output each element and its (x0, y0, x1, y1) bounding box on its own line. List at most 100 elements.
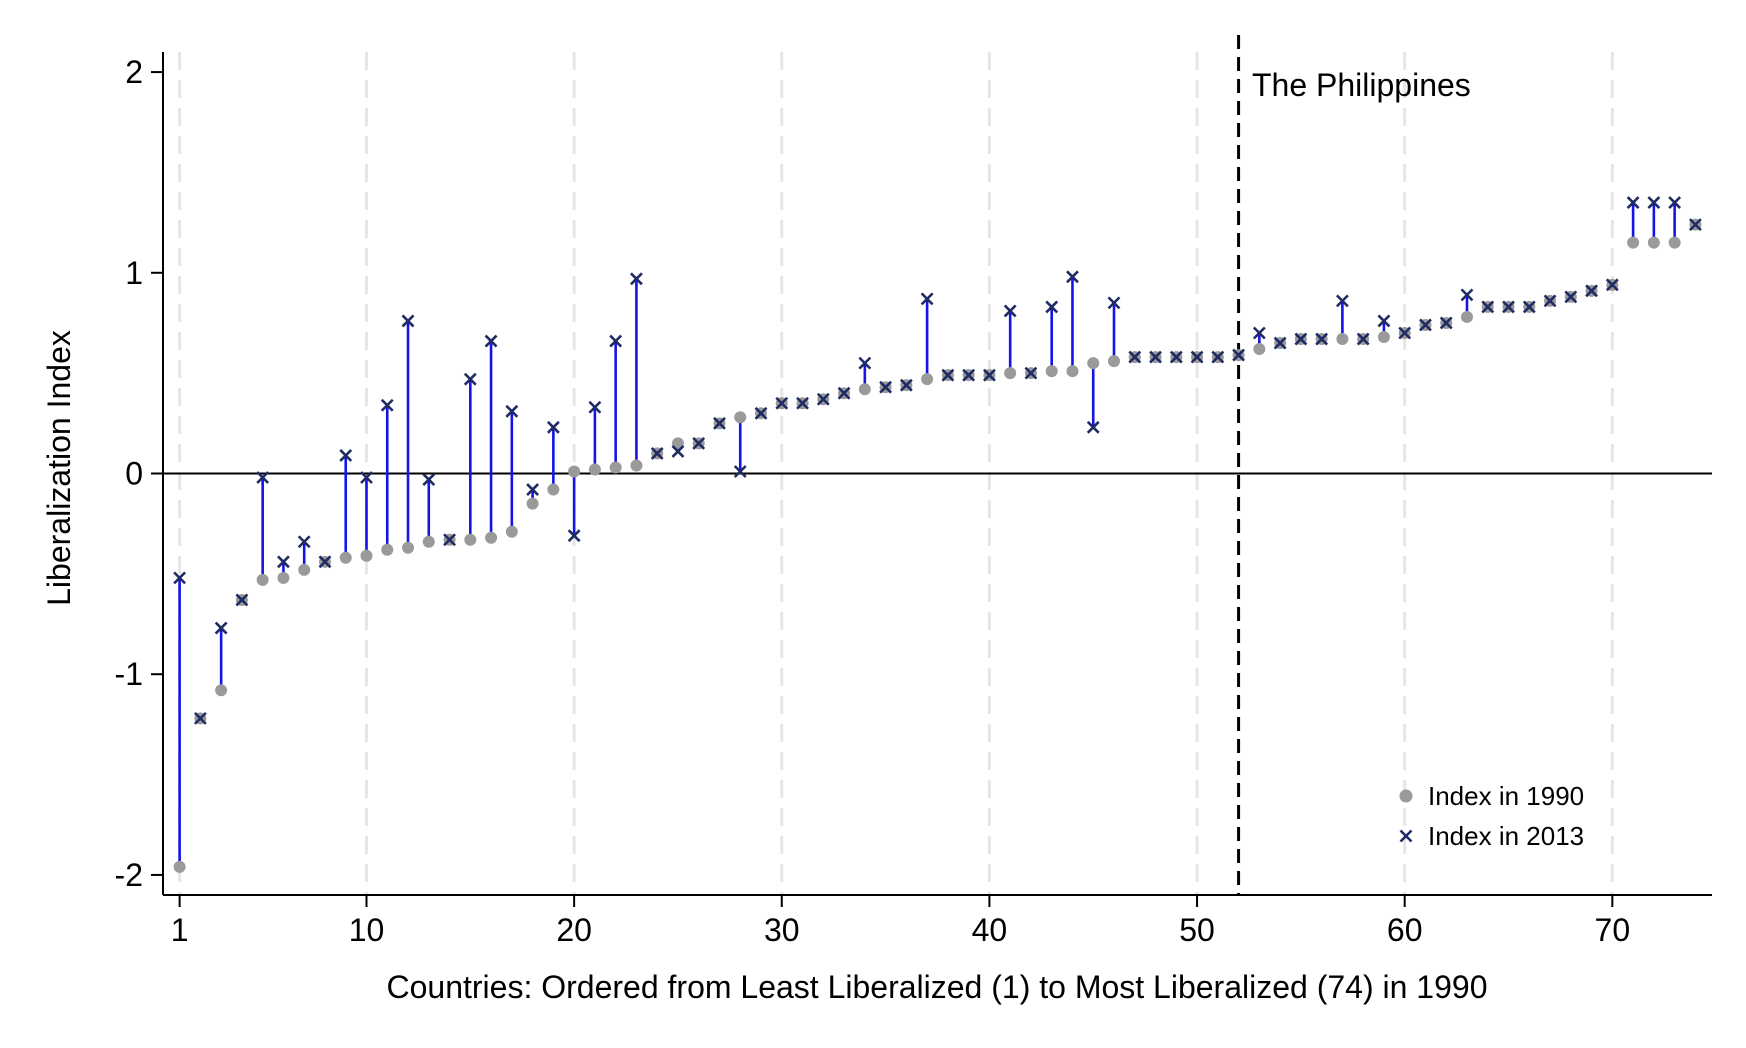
point-2013 (1481, 300, 1495, 314)
x-tick-layer: 1 10 20 30 40 50 60 70 (171, 895, 1630, 948)
point-1990 (464, 533, 477, 546)
x-stroke (1315, 332, 1329, 346)
x-stroke (650, 447, 664, 460)
point-2013 (941, 368, 955, 382)
point-2013 (318, 555, 332, 569)
x-stroke (173, 571, 187, 585)
point-1990 (422, 535, 435, 548)
x-stroke (1522, 300, 1536, 314)
point-2013 (775, 396, 789, 410)
point-2013 (733, 465, 747, 478)
y-tick-label: -1 (115, 656, 143, 692)
x-stroke (1045, 300, 1059, 314)
point-2013 (1356, 332, 1370, 346)
x-stroke (1335, 294, 1349, 308)
x-axis-title: Countries: Ordered from Least Liberalize… (387, 969, 1488, 1005)
point-2013 (1502, 300, 1515, 314)
point-1990 (921, 373, 934, 386)
x-stroke (214, 621, 228, 635)
x-stroke (941, 368, 955, 382)
point-1990 (1107, 355, 1120, 368)
x-tick-label: 70 (1595, 912, 1631, 948)
x-stroke (380, 398, 394, 412)
x-stroke (920, 292, 934, 306)
point-1990 (1253, 343, 1266, 356)
x-stroke (1232, 348, 1245, 362)
point-2013 (277, 555, 290, 569)
legend-label-1990: Index in 1990 (1428, 781, 1584, 811)
x-stroke (837, 386, 851, 400)
point-1990 (1647, 236, 1660, 249)
point-1990 (298, 563, 311, 576)
point-2013 (193, 711, 207, 725)
point-2013 (1066, 270, 1079, 284)
connector-layer (178, 202, 1676, 867)
point-2013 (1398, 326, 1412, 340)
point-1990 (1087, 357, 1100, 370)
point-2013 (713, 416, 726, 430)
x-stroke (733, 465, 747, 478)
x-stroke (297, 535, 311, 549)
x-stroke (1356, 332, 1370, 346)
x-stroke (443, 533, 456, 547)
marker-layer-2013 (173, 196, 1702, 725)
point-2013 (837, 386, 851, 400)
point-1990 (1045, 365, 1058, 378)
point-1990 (173, 860, 186, 873)
point-2013 (1024, 366, 1038, 380)
point-2013 (1377, 314, 1391, 328)
x-stroke (1377, 314, 1391, 328)
point-2013 (401, 314, 415, 328)
x-stroke (879, 380, 893, 394)
point-1990 (671, 437, 684, 450)
x-stroke (318, 555, 332, 569)
point-2013 (214, 621, 228, 635)
x-stroke (505, 404, 519, 418)
point-2013 (650, 447, 664, 460)
point-2013 (1522, 300, 1536, 314)
point-1990 (1668, 236, 1681, 249)
point-2013 (546, 420, 560, 434)
y-axis-title: Liberalization Index (41, 330, 77, 606)
legend-marker-2013 (1399, 829, 1413, 843)
point-1990 (547, 483, 560, 496)
point-2013 (1605, 278, 1619, 292)
legend-marker-1990 (1399, 789, 1413, 803)
x-stroke (1024, 366, 1038, 380)
x-stroke (1149, 350, 1162, 364)
point-2013 (173, 571, 187, 585)
point-2013 (1086, 420, 1100, 434)
x-stroke (1211, 350, 1225, 364)
point-2013 (899, 378, 913, 392)
point-2013 (1128, 350, 1142, 364)
point-2013 (567, 529, 581, 543)
x-stroke (899, 378, 913, 392)
x-stroke (360, 471, 373, 484)
x-stroke (713, 416, 726, 430)
point-2013 (816, 392, 830, 406)
x-stroke (1543, 294, 1557, 308)
x-stroke (630, 272, 643, 286)
x-tick-label: 20 (556, 912, 592, 948)
point-1990 (858, 383, 871, 396)
point-2013 (962, 368, 976, 382)
point-1990 (588, 463, 601, 476)
point-1990 (1627, 236, 1640, 249)
x-stroke (816, 392, 830, 406)
x-stroke (1252, 326, 1266, 340)
point-2013 (982, 368, 996, 382)
point-2013 (671, 445, 685, 458)
x-stroke (526, 483, 540, 496)
y-tick-label: 0 (125, 456, 143, 492)
point-2013 (1211, 350, 1225, 364)
point-2013 (1419, 318, 1432, 332)
x-stroke (1502, 300, 1515, 314)
point-1990 (256, 573, 269, 586)
point-1990 (526, 497, 539, 510)
x-stroke (775, 396, 789, 410)
point-2013 (692, 436, 706, 450)
x-tick-label: 10 (349, 912, 385, 948)
x-stroke (1688, 218, 1702, 232)
point-2013 (1003, 304, 1017, 318)
